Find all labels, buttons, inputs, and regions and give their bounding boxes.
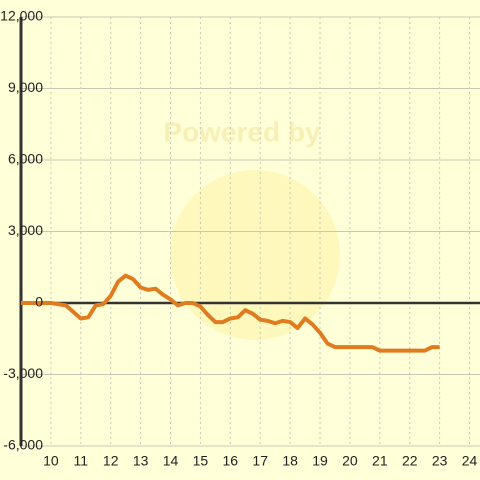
x-tick-label: 24	[462, 453, 478, 469]
y-tick-label: -6,000	[3, 437, 43, 453]
data-line	[21, 273, 440, 353]
plot	[21, 273, 440, 353]
x-tick-label: 20	[342, 453, 358, 469]
watermark: Powered by	[163, 116, 321, 147]
y-tick-label: 3,000	[8, 222, 43, 238]
x-tick-label: 10	[43, 453, 59, 469]
y-tick-label: 9,000	[8, 79, 43, 95]
x-tick-label: 17	[252, 453, 268, 469]
y-tick-label: -3,000	[3, 365, 43, 381]
grid	[19, 16, 480, 447]
x-tick-label: 19	[312, 453, 328, 469]
x-tick-label: 16	[223, 453, 239, 469]
x-tick-label: 12	[103, 453, 119, 469]
watermark-logo	[170, 170, 340, 340]
x-tick-label: 21	[372, 453, 388, 469]
y-tick-label: 0	[35, 294, 43, 310]
y-tick-label: 12,000	[0, 8, 43, 24]
x-tick-label: 14	[163, 453, 179, 469]
x-tick-label: 18	[282, 453, 298, 469]
y-tick-label: 6,000	[8, 151, 43, 167]
x-tick-label: 11	[74, 453, 89, 469]
x-tick-label: 22	[402, 453, 418, 469]
x-tick-label: 23	[432, 453, 448, 469]
x-tick-label: 13	[133, 453, 149, 469]
x-tick-label: 15	[193, 453, 209, 469]
